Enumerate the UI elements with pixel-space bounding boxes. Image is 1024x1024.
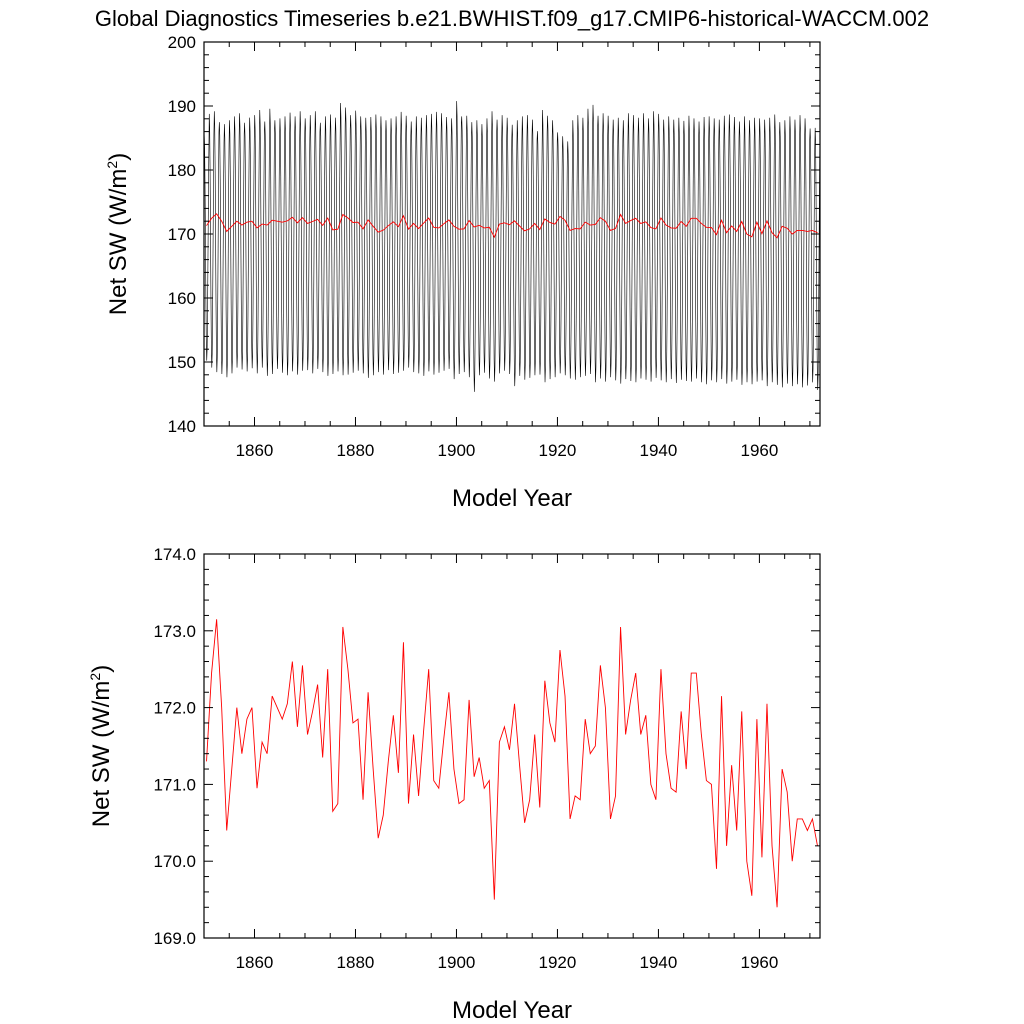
top-annual-series-group (206, 213, 818, 239)
bottom-y-tick-label: 173.0 (153, 622, 196, 641)
bottom-y-tick-label: 172.0 (153, 699, 196, 718)
top-panel: 1860 1880 1900 1920 1940 1960 140 150 160 170 180 1… (104, 33, 821, 512)
top-x-tick-label: 1940 (640, 441, 678, 460)
top-y-tick-label: 200 (168, 33, 196, 52)
bottom-x-axis-label: Model Year (452, 997, 572, 1024)
figure-title: Global Diagnostics Timeseries b.e21.BWHI… (95, 6, 929, 31)
bottom-annual-mean-line (206, 619, 818, 908)
top-x-tick-label: 1900 (438, 441, 476, 460)
top-monthly-series-group (203, 101, 821, 392)
top-y-tick-label: 140 (168, 417, 196, 436)
bottom-y-axis-label: Net SW (W/m2) (87, 665, 115, 827)
top-y-tick-label: 150 (168, 353, 196, 372)
bottom-annual-series-group (206, 619, 818, 908)
bottom-y-tick-label: 170.0 (153, 852, 196, 871)
bottom-y-tick-label: 169.0 (153, 929, 196, 948)
bottom-x-tick-label: 1900 (438, 953, 476, 972)
bottom-y-tick-label: 174.0 (153, 545, 196, 564)
top-x-tick-label: 1860 (236, 441, 274, 460)
top-y-tick-label: 190 (168, 97, 196, 116)
bottom-axes: 1860 1880 1900 1920 1940 1960 169.0 170.0 171.0 1… (153, 545, 821, 972)
bottom-x-tick-label: 1880 (337, 953, 375, 972)
top-x-tick-label: 1880 (337, 441, 375, 460)
bottom-x-tick-label: 1860 (236, 953, 274, 972)
bottom-x-tick-label: 1960 (740, 953, 778, 972)
top-x-tick-label: 1920 (539, 441, 577, 460)
top-x-axis-label: Model Year (452, 485, 572, 512)
top-y-tick-label: 170 (168, 225, 196, 244)
bottom-plot-frame (203, 553, 821, 939)
bottom-x-tick-label: 1940 (640, 953, 678, 972)
top-annual-mean-line (206, 213, 818, 239)
top-monthly-line (203, 101, 821, 392)
top-y-axis-label: Net SW (W/m2) (104, 153, 132, 315)
top-axes: 1860 1880 1900 1920 1940 1960 140 150 160 170 180 1… (168, 33, 821, 460)
top-x-tick-label: 1960 (740, 441, 778, 460)
bottom-panel: 1860 1880 1900 1920 1940 1960 169.0 170.0 171.0 1… (87, 545, 821, 1024)
bottom-y-tick-label: 171.0 (153, 775, 196, 794)
top-y-tick-label: 180 (168, 161, 196, 180)
top-y-tick-label: 160 (168, 289, 196, 308)
bottom-x-tick-label: 1920 (539, 953, 577, 972)
